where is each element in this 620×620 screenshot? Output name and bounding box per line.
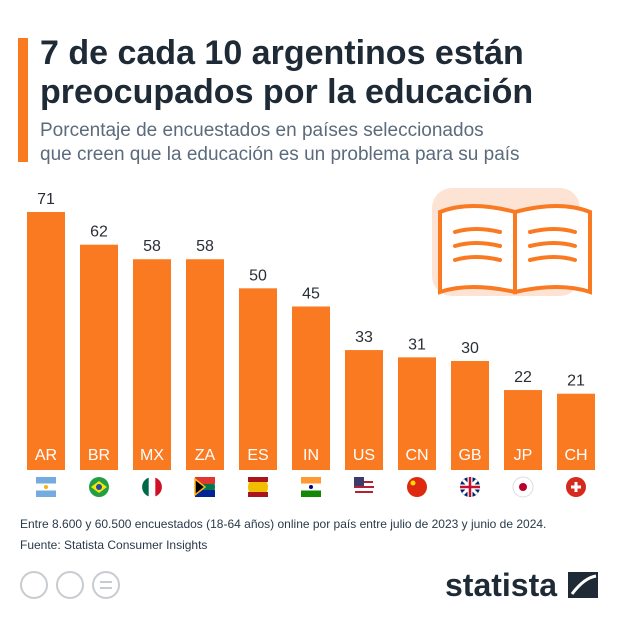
chart-title: 7 de cada 10 argentinos están — [40, 34, 524, 72]
x-tick-label: CN — [405, 447, 428, 464]
title-accent — [18, 38, 28, 162]
value-label: 22 — [514, 369, 532, 386]
x-tick-label: ZA — [195, 447, 216, 464]
bar — [80, 244, 118, 470]
x-tick-label: BR — [88, 447, 110, 464]
value-label: 33 — [355, 329, 373, 346]
value-label: 62 — [90, 224, 108, 241]
license-icons — [20, 571, 120, 599]
chart-title: preocupados por la educación — [40, 73, 533, 111]
x-tick-label: IN — [303, 447, 319, 464]
bar — [504, 390, 542, 470]
chart-subtitle: que creen que la educación es un problem… — [40, 144, 520, 165]
x-tick-label: CH — [564, 447, 587, 464]
value-label: 58 — [196, 238, 214, 255]
value-label: 50 — [249, 267, 267, 284]
value-label: 21 — [567, 373, 585, 390]
x-tick-label: US — [353, 447, 375, 464]
value-label: 30 — [461, 340, 479, 357]
book-icon — [432, 188, 592, 296]
x-tick-label: AR — [35, 447, 57, 464]
bar — [292, 306, 330, 470]
bar — [27, 212, 65, 470]
x-tick-label: MX — [140, 447, 164, 464]
bar — [239, 288, 277, 470]
x-tick-label: GB — [458, 447, 481, 464]
brand-mark-swoosh — [570, 574, 597, 595]
x-tick-label: ES — [247, 447, 268, 464]
bar — [451, 360, 489, 470]
bar — [345, 350, 383, 470]
footnote: Entre 8.600 y 60.500 encuestados (18-64 … — [20, 517, 546, 531]
bar — [398, 357, 436, 470]
flags — [36, 476, 586, 498]
source: Fuente: Statista Consumer Insights — [20, 538, 207, 552]
value-label: 58 — [143, 238, 161, 255]
value-label: 71 — [37, 191, 55, 208]
brand-logo: statista — [445, 567, 557, 603]
bar — [557, 393, 595, 470]
value-label: 45 — [302, 285, 320, 302]
bar — [133, 259, 171, 470]
bar — [186, 259, 224, 470]
value-label: 31 — [408, 336, 426, 353]
x-tick-label: JP — [514, 447, 533, 464]
chart-subtitle: Porcentaje de encuestados en países sele… — [40, 120, 484, 141]
